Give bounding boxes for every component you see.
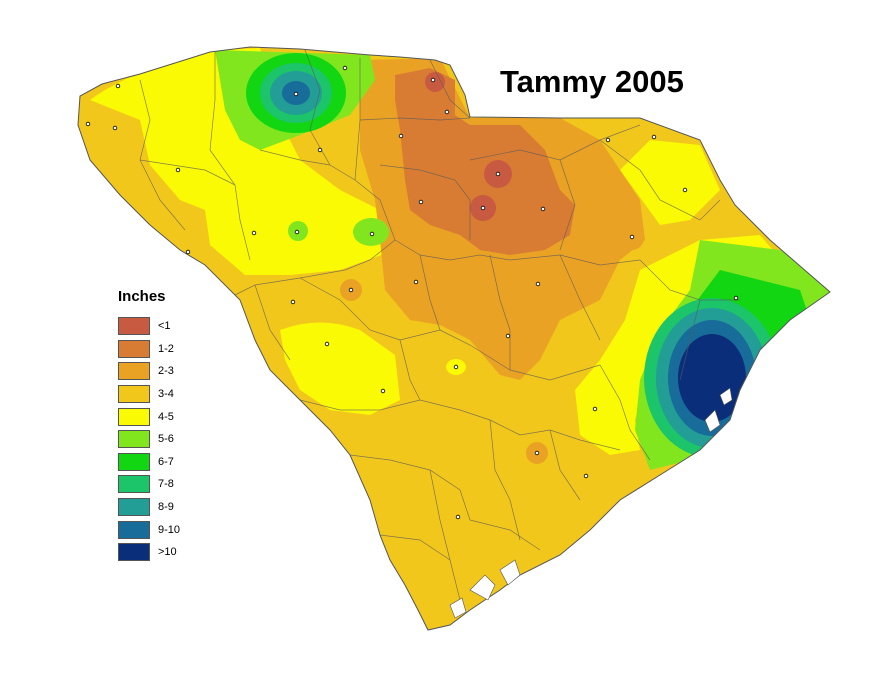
station-marker <box>583 473 589 479</box>
station-marker <box>629 234 635 240</box>
station-marker <box>185 249 191 255</box>
station-marker <box>85 121 91 127</box>
county-boundaries <box>139 49 740 601</box>
legend-item: 1-2 <box>118 338 180 361</box>
station-marker <box>348 287 354 293</box>
station-marker <box>534 450 540 456</box>
legend-label: 7-8 <box>158 478 174 491</box>
station-marker <box>418 199 424 205</box>
station-marker <box>317 147 323 153</box>
legend-heading: Inches <box>118 288 166 305</box>
station-marker <box>342 65 348 71</box>
legend-swatch <box>118 475 150 494</box>
legend-label: 3-4 <box>158 388 174 401</box>
legend-item: 6-7 <box>118 451 180 474</box>
legend-label: 2-3 <box>158 365 174 378</box>
legend-swatch <box>118 317 150 336</box>
station-marker <box>175 167 181 173</box>
legend-label: 9-10 <box>158 523 181 536</box>
legend-swatch <box>118 520 150 539</box>
state-outline <box>77 46 831 631</box>
station-marker <box>251 230 257 236</box>
station-marker <box>115 83 121 89</box>
legend-label: <1 <box>158 320 171 333</box>
legend-swatch <box>118 430 150 449</box>
station-marker <box>605 137 611 143</box>
station-marker <box>430 77 436 83</box>
station-marker <box>651 134 657 140</box>
legend-item: 4-5 <box>118 405 180 428</box>
legend-item: 7-8 <box>118 473 180 496</box>
station-marker <box>324 341 330 347</box>
legend-item: 2-3 <box>118 360 180 383</box>
station-marker <box>294 229 300 235</box>
legend-item: 8-9 <box>118 496 180 519</box>
legend-item: 5-6 <box>118 428 180 451</box>
station-marker <box>380 388 386 394</box>
legend-item: 9-10 <box>118 518 180 541</box>
legend-item: <1 <box>118 315 180 338</box>
legend-label: 8-9 <box>158 501 174 514</box>
station-marker <box>540 206 546 212</box>
station-marker <box>369 231 375 237</box>
legend-swatch <box>118 339 150 358</box>
station-marker <box>505 333 511 339</box>
legend-swatch <box>118 385 150 404</box>
station-marker <box>453 364 459 370</box>
station-marker <box>592 406 598 412</box>
legend-label: 5-6 <box>158 433 174 446</box>
legend-swatch <box>118 543 150 562</box>
legend-label: 1-2 <box>158 342 174 355</box>
station-marker <box>112 125 118 131</box>
station-markers <box>85 65 739 520</box>
legend-swatch <box>118 407 150 426</box>
station-marker <box>480 205 486 211</box>
station-marker <box>444 109 450 115</box>
legend-label: 4-5 <box>158 410 174 423</box>
station-marker <box>293 91 299 97</box>
station-marker <box>733 295 739 301</box>
coastal-islands <box>449 387 733 619</box>
legend-swatch <box>118 498 150 517</box>
station-marker <box>398 133 404 139</box>
legend-swatch <box>118 362 150 381</box>
station-marker <box>455 514 461 520</box>
legend-item: 3-4 <box>118 383 180 406</box>
legend-label: 6-7 <box>158 455 174 468</box>
station-marker <box>413 279 419 285</box>
station-marker <box>290 299 296 305</box>
station-marker <box>535 281 541 287</box>
station-marker <box>495 171 501 177</box>
legend-label: >10 <box>158 546 177 559</box>
legend-swatch <box>118 452 150 471</box>
legend-item: >10 <box>118 541 180 564</box>
station-marker <box>682 187 688 193</box>
map-title: Tammy 2005 <box>500 64 684 99</box>
legend: Inches <1 1-2 2-3 3-4 4-5 5-6 6-7 7-8 8-… <box>118 288 180 564</box>
